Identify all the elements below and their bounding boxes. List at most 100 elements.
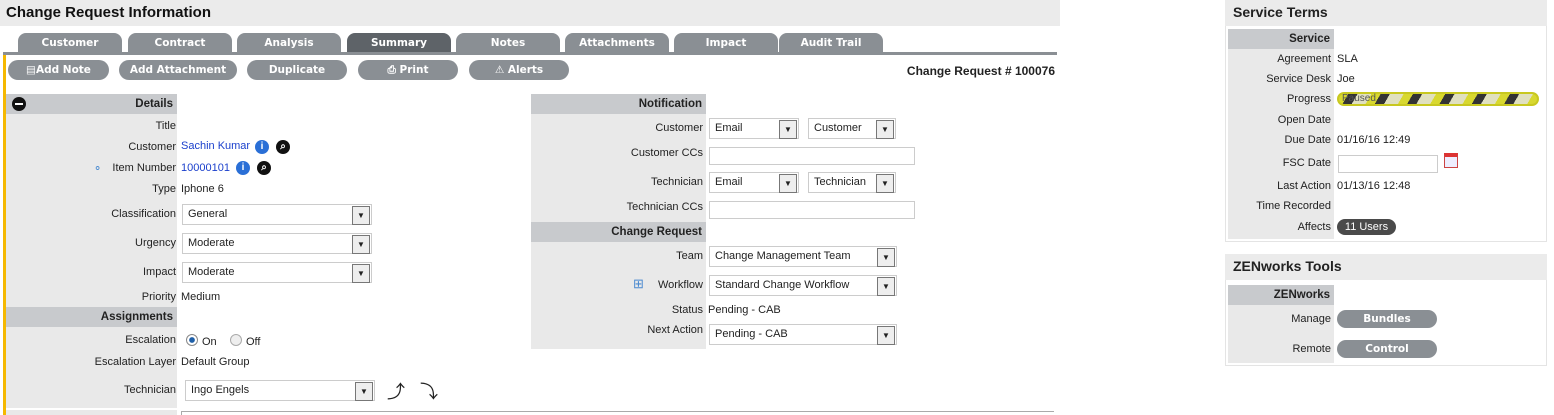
control-button[interactable]: Control	[1337, 340, 1437, 358]
tab-customer[interactable]: Customer	[18, 33, 122, 53]
zenworks-title: ZENworks Tools	[1225, 254, 1547, 280]
manage-label: Manage	[1291, 313, 1331, 325]
progress-label: Progress	[1286, 93, 1331, 105]
row-divider	[6, 408, 177, 410]
impact-select[interactable]: Moderate	[182, 262, 372, 283]
tab-notes[interactable]: Notes	[456, 33, 560, 53]
team-select[interactable]: Change Management Team	[709, 246, 897, 267]
service-terms-title: Service Terms	[1225, 0, 1547, 26]
zenworks-header: ZENworks	[1228, 285, 1334, 305]
info-icon[interactable]: i	[236, 161, 250, 175]
escalation-label: Escalation	[125, 334, 176, 346]
escalation-off-label: Off	[246, 336, 261, 348]
note-icon: ▤	[26, 64, 36, 76]
priority-label: Priority	[141, 291, 176, 303]
time-recorded-label: Time Recorded	[1256, 200, 1331, 212]
item-number-label: Item Number	[112, 162, 176, 174]
printer-icon: ⎙	[387, 64, 400, 76]
technician-ccs-label: Technician CCs	[626, 201, 703, 213]
customer-link[interactable]: Sachin Kumar	[181, 140, 251, 152]
collapse-icon[interactable]	[12, 97, 26, 111]
title-bar	[0, 0, 1060, 26]
add-note-button[interactable]: ▤Add Note	[8, 60, 109, 80]
classification-label: Classification	[111, 208, 176, 220]
technician-select[interactable]: Ingo Engels	[185, 380, 375, 401]
escalation-on-radio[interactable]	[186, 334, 198, 346]
details-header[interactable]: Details	[6, 94, 177, 114]
technician-target-select[interactable]: Technician	[808, 172, 896, 193]
description-box[interactable]	[181, 411, 1054, 415]
notify-technician-label: Technician	[651, 176, 703, 188]
service-label-column	[1228, 29, 1334, 239]
title-label: Title	[155, 120, 176, 132]
notification-label-column	[531, 94, 706, 349]
affects-label: Affects	[1297, 221, 1331, 233]
alerts-button[interactable]: ⚠ Alerts	[469, 60, 569, 80]
add-attachment-button[interactable]: Add Attachment	[119, 60, 237, 80]
escalation-off-radio[interactable]	[230, 334, 242, 346]
duplicate-button[interactable]: Duplicate	[247, 60, 347, 80]
customer-target-select[interactable]: Customer	[808, 118, 896, 139]
change-request-header: Change Request	[531, 222, 706, 242]
priority-value: Medium	[181, 291, 221, 303]
last-action-value: 01/13/16 12:48	[1337, 180, 1411, 192]
agreement-label: Agreement	[1277, 53, 1331, 65]
status-label: Status	[671, 304, 703, 316]
details-label-column	[6, 94, 177, 415]
customer-label: Customer	[128, 141, 176, 153]
classification-select[interactable]: General	[182, 204, 372, 225]
item-number-link[interactable]: 10000101	[181, 162, 230, 174]
technician-method-select[interactable]: Email	[709, 172, 799, 193]
customer-method-select[interactable]: Email	[709, 118, 799, 139]
progress-bar: Paused	[1337, 92, 1539, 106]
tab-attachments[interactable]: Attachments	[565, 33, 669, 53]
next-action-select[interactable]: Pending - CAB	[709, 324, 897, 345]
service-desk-value: Joe	[1337, 73, 1355, 85]
last-action-label: Last Action	[1277, 180, 1331, 192]
team-label: Team	[676, 250, 703, 262]
escalate-down-icon[interactable]: ⤵	[420, 382, 438, 402]
type-value: Iphone 6	[181, 183, 224, 195]
assignments-header: Assignments	[6, 307, 177, 327]
warning-icon: ⚠	[494, 64, 508, 76]
tab-summary[interactable]: Summary	[347, 33, 451, 53]
status-value: Pending - CAB	[708, 304, 781, 316]
notify-customer-label: Customer	[655, 122, 703, 134]
tab-contract[interactable]: Contract	[128, 33, 232, 53]
escalation-layer-value: Default Group	[181, 356, 250, 368]
impact-label: Impact	[142, 266, 176, 278]
search-icon[interactable]: ⌕	[257, 161, 271, 175]
urgency-label: Urgency	[135, 237, 176, 249]
search-icon[interactable]: ⌕	[276, 140, 290, 154]
next-action-label: Next Action	[647, 324, 703, 336]
agreement-value: SLA	[1337, 53, 1358, 65]
escalation-layer-label: Escalation Layer	[94, 356, 176, 368]
bundles-button[interactable]: Bundles	[1337, 310, 1437, 328]
workflow-select[interactable]: Standard Change Workflow	[709, 275, 897, 296]
service-header: Service	[1228, 29, 1334, 49]
due-date-label: Due Date	[1284, 134, 1331, 146]
fsc-date-input[interactable]	[1338, 155, 1438, 173]
calendar-icon[interactable]	[1444, 153, 1458, 168]
accent-border	[3, 55, 6, 415]
tab-bar-line	[3, 52, 1057, 55]
customer-ccs-input[interactable]	[709, 147, 915, 165]
info-icon[interactable]: i	[255, 140, 269, 154]
escalation-on-label: On	[202, 336, 217, 348]
escalate-up-icon[interactable]: ⤴	[387, 382, 405, 402]
tab-audit-trail[interactable]: Audit Trail	[779, 33, 883, 53]
type-label: Type	[152, 183, 176, 195]
open-date-label: Open Date	[1277, 114, 1331, 126]
print-button[interactable]: ⎙ Print	[358, 60, 458, 80]
workflow-diagram-icon[interactable]: ⊞	[633, 276, 644, 291]
notification-header: Notification	[531, 94, 706, 114]
page-title: Change Request Information	[6, 4, 212, 21]
urgency-select[interactable]: Moderate	[182, 233, 372, 254]
affects-badge[interactable]: 11 Users	[1337, 219, 1396, 235]
tab-analysis[interactable]: Analysis	[237, 33, 341, 53]
technician-ccs-input[interactable]	[709, 201, 915, 219]
remote-label: Remote	[1292, 343, 1331, 355]
customer-ccs-label: Customer CCs	[630, 147, 703, 159]
service-desk-label: Service Desk	[1266, 73, 1331, 85]
tab-impact[interactable]: Impact	[674, 33, 778, 53]
